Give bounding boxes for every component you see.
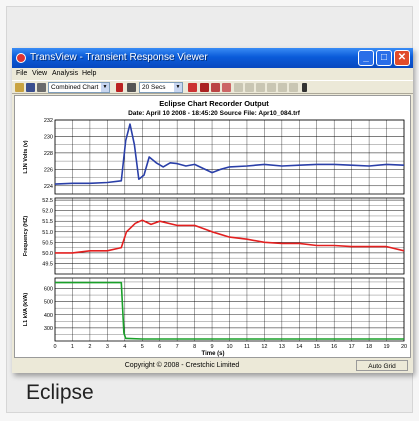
y-tick-label: 232	[44, 118, 53, 124]
y-tick-label: 50.5	[42, 240, 53, 246]
copyright-text: Copyright © 2008 - Crestchic Limited	[124, 362, 240, 369]
x-tick-label: 9	[211, 344, 214, 350]
y-axis-label-1: L1N Volts (v)	[23, 140, 29, 173]
y-tick-label: 51.5	[42, 219, 53, 225]
x-tick-label: 14	[296, 344, 302, 350]
y-axis-label-3: L1 kVA (kVA)	[23, 293, 29, 327]
x-tick-label: 0	[53, 344, 56, 350]
close-button[interactable]: ✕	[394, 50, 410, 66]
x-axis-label: Time (s)	[202, 351, 225, 357]
toolbar: Combined Chart ▼ 20 Secs ▼	[12, 80, 413, 94]
help-icon[interactable]	[302, 83, 307, 92]
caption: Eclipse	[26, 381, 94, 404]
export-icon[interactable]	[222, 83, 231, 92]
series-line-1	[54, 123, 405, 185]
menu-file[interactable]: File	[16, 70, 28, 77]
menu-help[interactable]: Help	[82, 70, 97, 77]
nav-last-icon	[289, 83, 298, 92]
nav-prev-icon	[245, 83, 254, 92]
crosshair-icon[interactable]	[200, 83, 209, 92]
x-tick-label: 16	[331, 344, 337, 350]
grid-icon[interactable]	[127, 83, 136, 92]
chevron-down-icon: ▼	[174, 83, 182, 92]
open-folder-icon[interactable]	[15, 83, 24, 92]
series-line-3	[55, 281, 404, 340]
y-tick-label: 400	[44, 313, 53, 319]
title-bar[interactable]: TransView - Transient Response Viewer _ …	[12, 48, 413, 68]
y-tick-label: 226	[44, 167, 53, 173]
x-tick-label: 4	[123, 344, 126, 350]
status-bar: Copyright © 2008 - Crestchic Limited Aut…	[12, 359, 413, 373]
y-tick-label: 51.0	[42, 230, 53, 236]
time-window-select[interactable]: 20 Secs ▼	[139, 82, 183, 93]
x-tick-label: 19	[383, 344, 389, 350]
x-tick-label: 11	[244, 344, 250, 350]
y-tick-label: 49.5	[42, 261, 53, 267]
x-tick-label: 3	[106, 344, 109, 350]
x-tick-label: 10	[226, 344, 232, 350]
chart-mode-value: Combined Chart	[51, 84, 99, 91]
x-tick-label: 17	[349, 344, 355, 350]
zoom-icon[interactable]	[188, 83, 197, 92]
save-icon[interactable]	[26, 83, 35, 92]
x-tick-label: 18	[366, 344, 372, 350]
x-tick-label: 2	[88, 344, 91, 350]
x-tick-label: 20	[401, 344, 407, 350]
menu-view[interactable]: View	[32, 70, 48, 77]
y-tick-label: 224	[44, 184, 53, 190]
chart-subtitle: Date: April 10 2008 - 18:45:20 Source Fi…	[128, 110, 301, 117]
x-tick-label: 5	[141, 344, 144, 350]
y-tick-label: 228	[44, 151, 53, 157]
marker-icon[interactable]	[211, 83, 220, 92]
y-tick-label: 52.5	[42, 198, 53, 204]
x-tick-label: 7	[176, 344, 179, 350]
y-tick-label: 52.0	[42, 209, 53, 215]
chevron-down-icon: ▼	[101, 83, 109, 92]
x-tick-label: 13	[279, 344, 285, 350]
x-tick-label: 1	[71, 344, 74, 350]
window-title: TransView - Transient Response Viewer	[30, 52, 208, 63]
x-tick-label: 8	[193, 344, 196, 350]
x-tick-label: 6	[158, 344, 161, 350]
auto-grid-button[interactable]: Auto Grid	[356, 360, 408, 371]
menu-bar: File View Analysis Help	[12, 68, 413, 80]
print-icon[interactable]	[37, 83, 46, 92]
chart-title: Eclipse Chart Recorder Output	[159, 99, 269, 108]
y-tick-label: 50.0	[42, 251, 53, 257]
y-axis-label-2: Frequency (HZ)	[23, 216, 29, 257]
nav-first-icon	[234, 83, 243, 92]
app-window: TransView - Transient Response Viewer _ …	[12, 48, 413, 373]
menu-analysis[interactable]: Analysis	[52, 70, 79, 77]
y-tick-label: 500	[44, 300, 53, 306]
nav-back-icon	[256, 83, 265, 92]
y-tick-label: 300	[44, 326, 53, 332]
y-tick-label: 600	[44, 287, 53, 293]
x-tick-label: 12	[261, 344, 267, 350]
chart-svg: Eclipse Chart Recorder Output Date: Apri…	[23, 99, 407, 357]
minimize-button[interactable]: _	[358, 50, 374, 66]
chart-area: Eclipse Chart Recorder Output Date: Apri…	[14, 95, 411, 358]
series-line-2	[55, 219, 405, 254]
maximize-button[interactable]: □	[376, 50, 392, 66]
time-window-value: 20 Secs	[142, 84, 166, 91]
delete-icon[interactable]	[116, 83, 123, 92]
x-tick-label: 15	[314, 344, 320, 350]
nav-forward-icon	[267, 83, 276, 92]
chart-mode-select[interactable]: Combined Chart ▼	[48, 82, 110, 93]
nav-next-icon	[278, 83, 287, 92]
y-tick-label: 230	[44, 134, 53, 140]
app-icon	[16, 53, 26, 63]
